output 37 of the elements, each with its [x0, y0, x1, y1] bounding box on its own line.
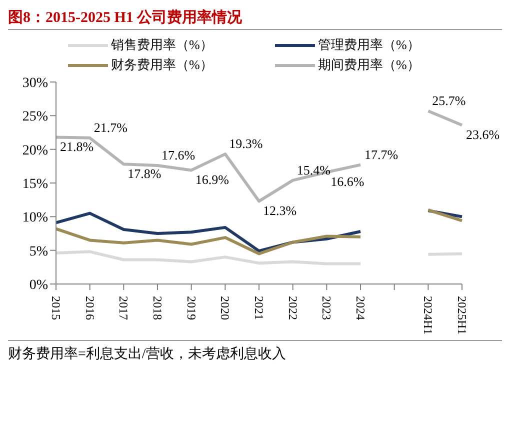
data-label: 17.7% [364, 146, 398, 162]
data-label: 19.3% [229, 136, 263, 152]
x-tick-label: 2019 [184, 296, 198, 320]
y-tick-label: 15% [22, 176, 48, 192]
legend-label: 财务费用率（%） [111, 56, 213, 74]
y-tick-label: 25% [22, 110, 48, 125]
data-label: 21.8% [60, 139, 94, 154]
legend-label: 期间费用率（%） [318, 56, 420, 74]
y-tick-label: 10% [22, 210, 48, 226]
x-tick-label: 2017 [116, 296, 131, 320]
data-label: 25.7% [432, 92, 466, 108]
data-label: 21.7% [94, 120, 128, 135]
x-tick-label: 2024 [354, 296, 368, 320]
x-tick-label: 2023 [320, 296, 334, 320]
y-tick-label: 30% [22, 76, 48, 91]
x-tick-label: 2018 [150, 296, 164, 320]
data-label: 16.6% [330, 174, 364, 190]
data-label: 15.4% [296, 162, 331, 178]
chart-title: 图8：2015-2025 H1 公司费用率情况 [8, 8, 502, 30]
x-tick-label: 2015 [49, 296, 63, 320]
x-tick-label: 2016 [82, 296, 97, 320]
data-label: 17.6% [162, 147, 196, 162]
x-tick-label: 2024H1 [421, 296, 436, 335]
text: 财务费用率=利息支出/营收，未考虑利息收入 [8, 345, 287, 363]
y-tick-label: 5% [29, 244, 48, 260]
x-tick-label: 2020 [218, 296, 232, 320]
x-tick-label: 2025H1 [455, 296, 469, 335]
y-tick-label: 20% [22, 143, 48, 158]
legend-label: 管理费用率（%） [318, 36, 420, 54]
y-tick-label: 0% [29, 278, 48, 293]
data-label: 17.8% [128, 166, 162, 182]
x-tick-label: 2021 [252, 296, 266, 320]
data-label: 12.3% [263, 203, 297, 218]
data-label: 16.9% [195, 172, 230, 188]
data-label: 23.6% [466, 127, 500, 142]
x-tick-label: 2022 [286, 296, 300, 320]
legend-label: 销售费用率（%） [111, 36, 213, 54]
